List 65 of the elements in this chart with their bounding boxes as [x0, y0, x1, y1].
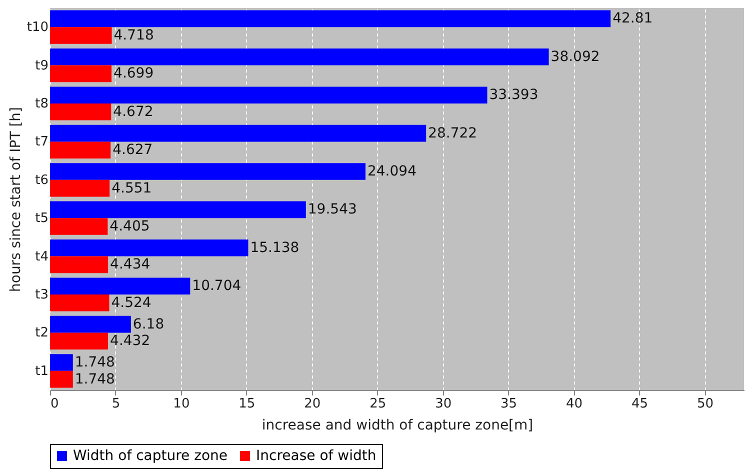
bar	[50, 332, 108, 350]
y-tick-label: t2	[35, 326, 48, 341]
bar	[50, 294, 110, 312]
y-tick-label: t10	[26, 20, 48, 36]
x-tick-label: 20	[304, 396, 321, 412]
data-label: 1.748	[74, 371, 115, 388]
bar	[50, 65, 112, 82]
x-tick-label: 10	[173, 396, 190, 412]
x-tick-label: 25	[370, 396, 386, 412]
legend-label: Increase of width	[256, 448, 376, 464]
data-label: 33.393	[489, 87, 538, 104]
data-label: 4.699	[114, 66, 154, 82]
bar	[50, 354, 73, 371]
data-label: 4.718	[114, 28, 154, 44]
data-label: 4.524	[111, 294, 152, 311]
bar	[50, 370, 73, 388]
data-label: 4.551	[112, 180, 152, 196]
data-label: 4.405	[110, 218, 150, 235]
legend-label: Width of capture zone	[73, 448, 228, 464]
data-label: 42.81	[612, 10, 653, 27]
x-axis-title: increase and width of capture zone[m]	[262, 418, 534, 434]
y-tick-label: t9	[35, 58, 48, 74]
x-tick-label: 5	[112, 396, 120, 412]
bar	[50, 27, 112, 44]
bar	[50, 239, 248, 256]
bar	[50, 48, 549, 66]
bar	[50, 104, 112, 120]
bar	[50, 316, 131, 333]
data-label: 10.704	[192, 278, 242, 294]
y-tick-label: t8	[35, 96, 48, 112]
data-label: 15.138	[250, 240, 300, 256]
y-tick-label: t3	[35, 288, 48, 302]
bar	[50, 10, 611, 28]
x-tick-label: 35	[500, 396, 518, 412]
y-axis-title: hours since start of IPT [h]	[8, 106, 24, 292]
data-label: 19.543	[308, 202, 357, 218]
y-tick-label: t6	[35, 172, 48, 188]
data-label: 1.748	[74, 354, 115, 370]
bar	[50, 201, 306, 218]
data-label: 4.432	[110, 333, 150, 350]
data-label: 4.627	[112, 142, 153, 158]
x-tick-label: 50	[696, 396, 714, 412]
bar	[50, 163, 366, 180]
x-tick-label: 45	[631, 396, 648, 412]
bar	[50, 278, 190, 294]
data-label: 38.092	[550, 48, 600, 65]
bar	[50, 180, 110, 197]
y-tick-label: t5	[35, 211, 48, 226]
y-tick-label: t1	[35, 364, 48, 379]
data-label: 4.672	[113, 104, 154, 120]
y-tick-label: t4	[35, 249, 48, 264]
bar	[50, 124, 426, 142]
data-label: 28.722	[428, 125, 478, 142]
x-tick-label: 0	[50, 396, 59, 412]
x-tick-label: 40	[566, 396, 583, 412]
x-tick-label: 30	[435, 396, 452, 412]
bar	[50, 218, 108, 235]
bar	[50, 142, 111, 159]
data-label: 4.434	[110, 256, 150, 273]
data-label: 6.18	[132, 316, 164, 332]
y-tick-label: t7	[35, 134, 48, 150]
x-tick-label: 15	[238, 396, 256, 412]
data-label: 24.094	[367, 163, 417, 180]
bar	[50, 256, 108, 274]
bar	[50, 86, 488, 104]
